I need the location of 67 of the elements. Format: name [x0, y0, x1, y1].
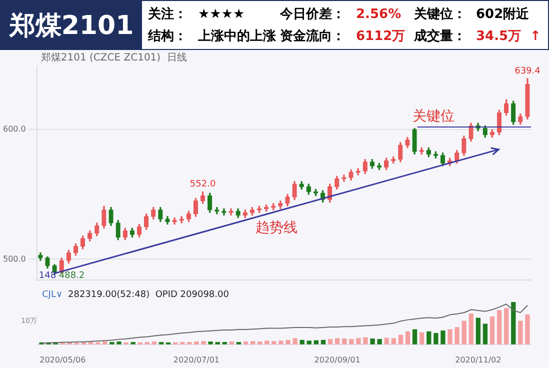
- bar: [504, 308, 509, 344]
- bar: [496, 310, 502, 344]
- bar: [391, 338, 396, 344]
- bar: [342, 338, 347, 344]
- annotation: 488.2: [58, 270, 85, 281]
- bar: [440, 330, 446, 344]
- text: 郑煤2101: [1, 1, 142, 49]
- bar: [286, 340, 290, 344]
- bar: [272, 341, 276, 344]
- bar: [370, 338, 375, 344]
- bar: [426, 331, 432, 344]
- bar: [194, 342, 199, 344]
- annotation: 148: [38, 270, 56, 281]
- annotation: 552.0: [190, 180, 216, 190]
- bar: [292, 338, 298, 344]
- bar: [278, 340, 284, 344]
- text: CJL∨: [42, 290, 63, 300]
- text: 今日价差：: [280, 7, 345, 22]
- x-tick-label: 2020/05/06: [40, 355, 86, 364]
- bar: [525, 314, 530, 344]
- bar: [384, 338, 389, 344]
- bar: [405, 331, 410, 344]
- bar: [518, 320, 523, 344]
- bar: [434, 333, 438, 344]
- text: 关注：: [148, 7, 187, 22]
- text: 上涨中的上涨: [198, 29, 276, 44]
- bar: [454, 327, 460, 344]
- bar: [363, 337, 368, 344]
- bar: [116, 342, 122, 344]
- bar: [398, 334, 404, 344]
- bar: [511, 302, 516, 344]
- bar: [201, 341, 206, 344]
- annotation: 639.4: [514, 66, 541, 76]
- text: 资金流向：: [280, 29, 345, 44]
- chart-subtitle: 郑煤2101 (CZCE ZC101) 日线: [40, 52, 187, 64]
- x-tick-label: 2020/11/02: [455, 355, 502, 364]
- text: 602附近: [476, 7, 530, 22]
- x-tick-label: 2020/09/01: [314, 355, 360, 364]
- text: 关键位：: [414, 7, 466, 22]
- text: 282319.00(52:48) OPID 209098.00: [68, 290, 230, 300]
- text: ↑: [530, 28, 541, 44]
- bar: [420, 332, 424, 344]
- text: 结构：: [148, 29, 187, 44]
- bar: [462, 320, 466, 344]
- bar: [490, 316, 495, 344]
- text: 成交量：: [414, 29, 466, 44]
- annotation: 趋势线: [256, 220, 298, 236]
- bar: [356, 338, 361, 344]
- y-tick-label: 600.0: [2, 124, 26, 134]
- text: 2.56%: [356, 6, 402, 22]
- text: ★★★★: [198, 6, 245, 22]
- x-tick-label: 2020/07/01: [173, 355, 220, 364]
- bar: [468, 314, 474, 344]
- bar: [208, 342, 213, 344]
- bar: [377, 338, 382, 344]
- bar: [264, 340, 270, 344]
- bar: [448, 329, 452, 344]
- bar: [412, 329, 418, 344]
- ref-line-label: 关键位: [412, 108, 454, 125]
- y-tick-label: 500.0: [2, 254, 26, 264]
- bar: [476, 318, 481, 344]
- candlestick: [172, 217, 177, 225]
- bar: [306, 340, 312, 344]
- bar: [482, 324, 488, 344]
- text: 6112万: [356, 29, 406, 44]
- bar: [334, 338, 340, 344]
- text: 34.5万: [476, 29, 522, 44]
